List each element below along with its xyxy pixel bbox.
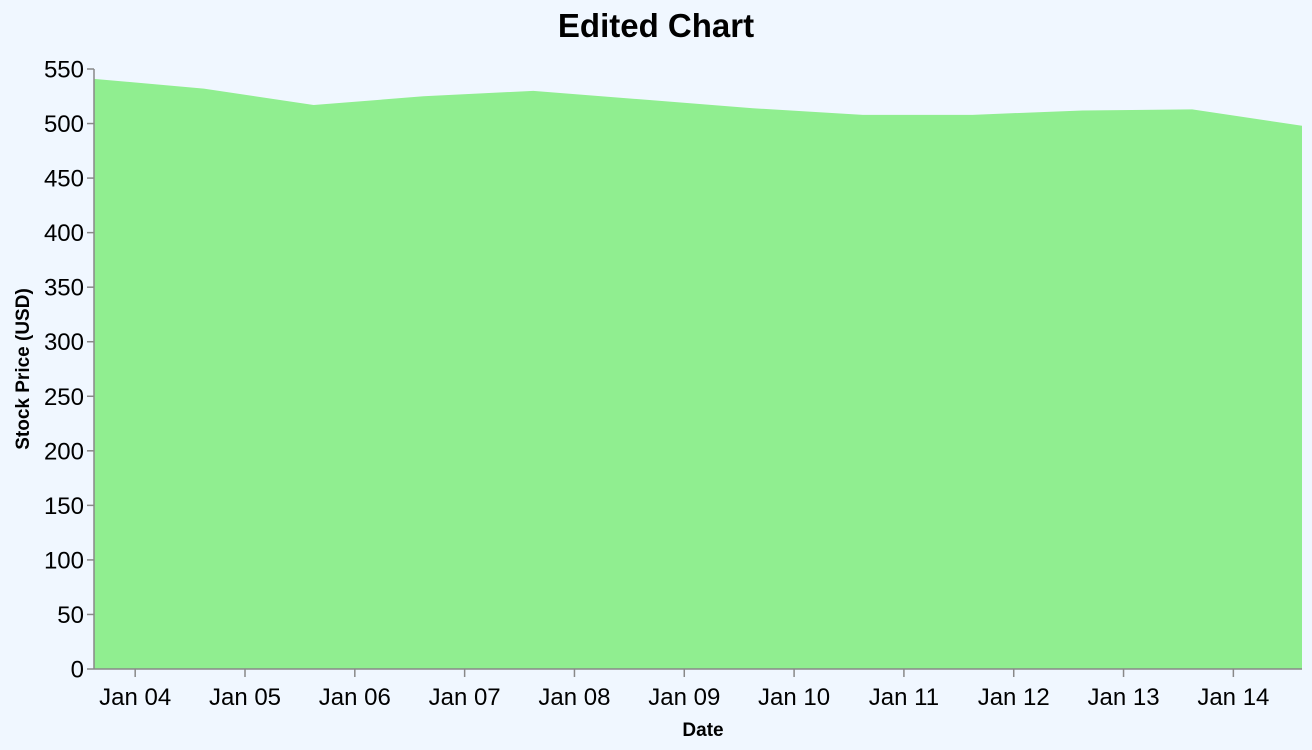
x-tick-label: Jan 07 [429, 684, 501, 711]
y-tick-label: 200 [44, 438, 84, 465]
y-tick-label: 400 [44, 220, 84, 247]
x-tick-label: Jan 05 [209, 684, 281, 711]
y-tick-label: 100 [44, 547, 84, 574]
y-tick-label: 150 [44, 493, 84, 520]
x-tick-label: Jan 08 [538, 684, 610, 711]
x-axis-title: Date [682, 720, 723, 741]
x-axis: Jan 04 Jan 05 Jan 06 Jan 07 Jan 08 Jan 09 Jan … [94, 668, 1302, 711]
area-series [94, 78, 1302, 669]
area-layer [94, 78, 1302, 669]
x-tick-label: Jan 11 [869, 684, 939, 711]
x-tick-label: Jan 10 [758, 684, 830, 711]
y-tick-label: 350 [44, 275, 84, 302]
y-tick-label: 500 [44, 111, 84, 138]
y-tick-label: 250 [44, 384, 84, 411]
x-tick-label: Jan 06 [319, 684, 391, 711]
y-tick-label: 50 [57, 602, 84, 629]
y-axis: 0 50 100 150 200 250 300 350 400 450 500 550 [44, 57, 95, 684]
y-tick-label: 450 [44, 166, 84, 193]
x-tick-label: Jan 09 [648, 684, 720, 711]
chart-title: Edited Chart [558, 7, 754, 44]
y-tick-label: 0 [71, 657, 84, 684]
x-tick-label: Jan 04 [99, 684, 171, 711]
x-tick-label: Jan 12 [978, 684, 1050, 711]
y-tick-label: 550 [44, 57, 84, 84]
x-tick-label: Jan 14 [1197, 684, 1269, 711]
x-tick-label: Jan 13 [1088, 684, 1160, 711]
y-axis-title: Stock Price (USD) [13, 288, 34, 450]
y-tick-label: 300 [44, 329, 84, 356]
